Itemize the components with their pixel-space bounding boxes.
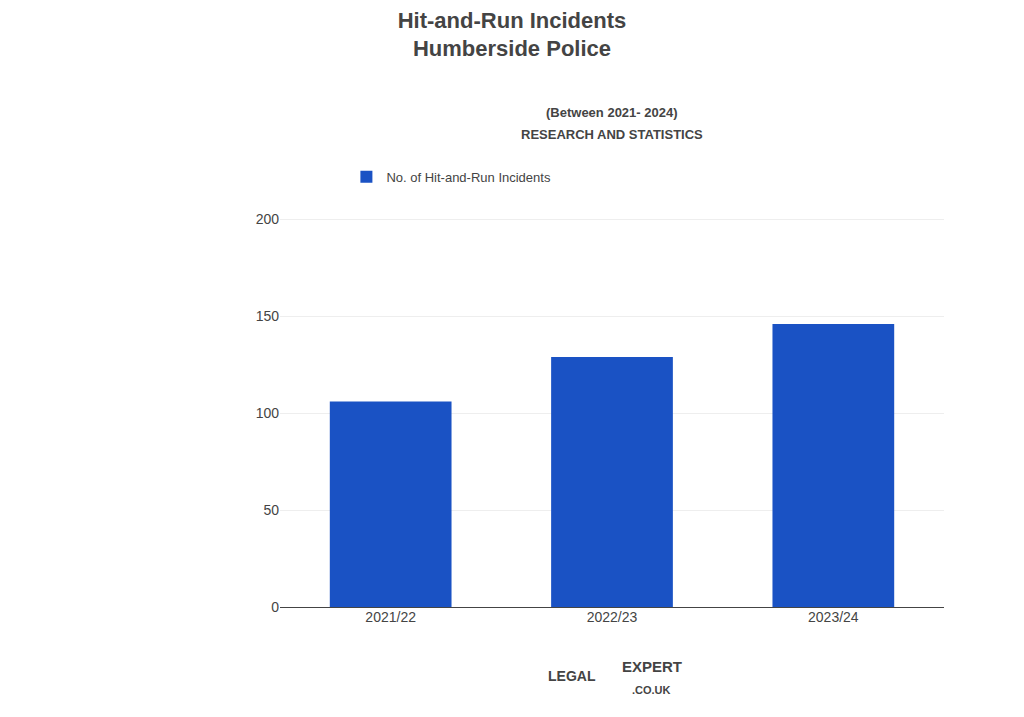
svg-text:2023/24: 2023/24 <box>808 609 859 625</box>
svg-text:No. of Hit-and-Run Incidents: No. of Hit-and-Run Incidents <box>386 170 551 185</box>
svg-text:150: 150 <box>256 308 280 324</box>
svg-text:200: 200 <box>256 211 280 227</box>
svg-text:100: 100 <box>256 405 280 421</box>
svg-text:2021/22: 2021/22 <box>365 609 416 625</box>
svg-text:Hit-and-Run IncidentsHumbersid: Hit-and-Run IncidentsHumberside Police <box>398 8 627 62</box>
svg-text:RESEARCH AND STATISTICS: RESEARCH AND STATISTICS <box>521 127 703 142</box>
svg-text:0: 0 <box>271 599 279 615</box>
svg-text:50: 50 <box>263 502 279 518</box>
svg-text:LEGAL: LEGAL <box>548 668 596 684</box>
svg-text:EXPERT: EXPERT <box>622 658 682 675</box>
svg-text:2022/23: 2022/23 <box>587 609 638 625</box>
svg-text:(Between 2021- 2024): (Between 2021- 2024) <box>546 105 678 120</box>
svg-text:.CO.UK: .CO.UK <box>632 684 671 696</box>
